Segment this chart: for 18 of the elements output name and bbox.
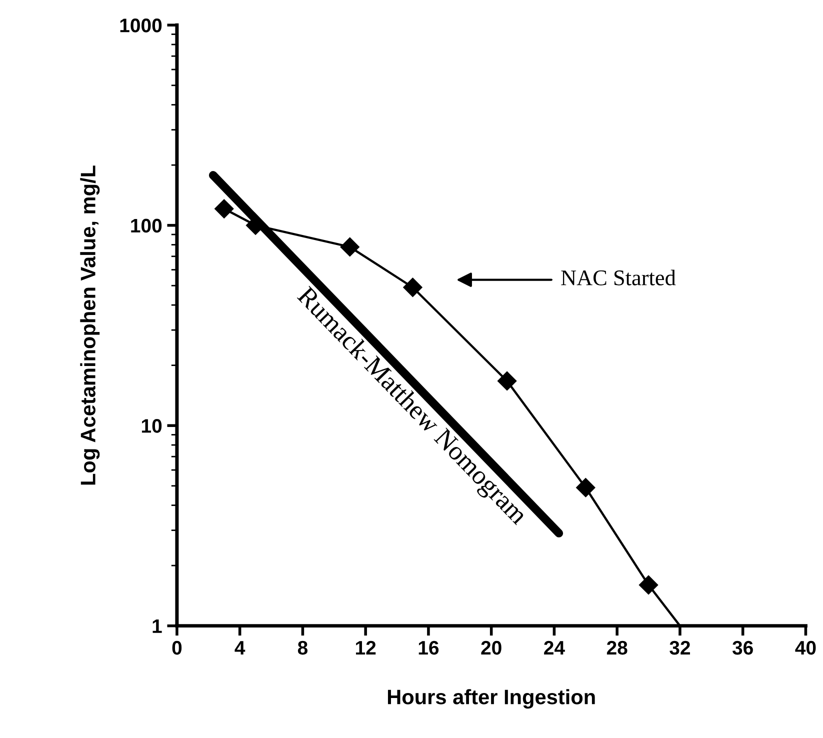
x-tick-label: 20 <box>481 640 502 655</box>
x-tick-label: 24 <box>544 640 565 654</box>
y-tick-label: 10 <box>142 419 162 433</box>
x-tick-label: 32 <box>670 640 690 655</box>
x-tick-label: 36 <box>732 640 753 655</box>
x-tick-label: 8 <box>298 640 308 655</box>
y-axis-title: Log Acetaminophen Value, mg/L <box>80 166 100 485</box>
annotation: NAC Started <box>561 270 676 286</box>
x-tick-label: 28 <box>606 640 628 655</box>
y-tick-label: 1000 <box>120 18 162 32</box>
x-axis-title: Hours after Ingestion <box>388 689 595 709</box>
x-tick-label: 12 <box>356 640 376 654</box>
y-tick-label: 1 <box>152 619 162 633</box>
x-tick-label: 4 <box>234 641 246 654</box>
x-tick-label: 0 <box>172 640 182 655</box>
x-tick-label: 40 <box>795 640 816 655</box>
y-tick-label: 100 <box>131 218 162 233</box>
x-tick-label: 16 <box>418 640 439 655</box>
